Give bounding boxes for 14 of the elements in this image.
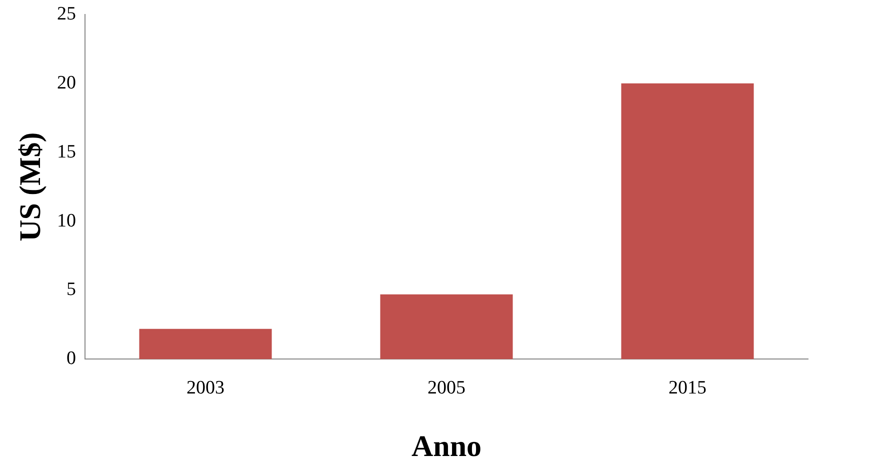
bar <box>380 294 513 360</box>
y-axis-title: US (M$) <box>14 132 47 242</box>
y-tick-label: 15 <box>57 141 76 162</box>
x-tick-label: 2005 <box>428 378 466 399</box>
bar <box>621 83 754 360</box>
bar <box>139 328 272 360</box>
x-axis-title: Anno <box>411 430 482 463</box>
y-tick-label: 20 <box>57 72 76 94</box>
y-tick-label: 5 <box>66 279 76 300</box>
y-tick-label: 10 <box>57 210 76 232</box>
y-tick-label: 0 <box>66 348 76 370</box>
x-tick-label: 2003 <box>186 378 224 399</box>
x-tick-label: 2015 <box>668 378 706 399</box>
y-tick-label: 25 <box>57 3 76 24</box>
